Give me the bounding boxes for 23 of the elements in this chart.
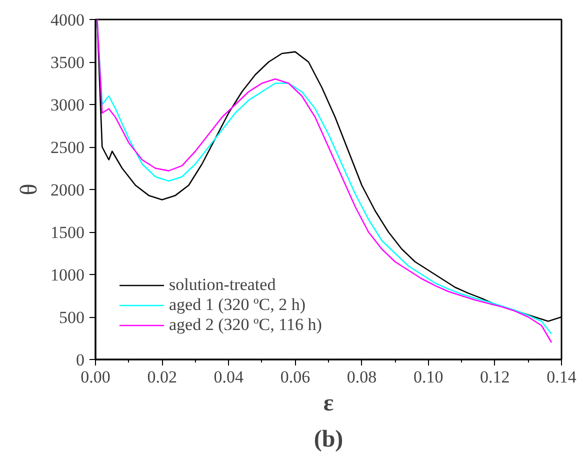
x-tick-label: 0.02: [147, 368, 177, 386]
x-tick-label: 0.04: [214, 368, 244, 386]
y-tick-label: 500: [59, 308, 84, 327]
y-tick-label: 2500: [50, 138, 84, 157]
y-tick-label: 3500: [50, 53, 84, 72]
y-axis-title: θ: [16, 184, 42, 196]
x-tick-label: 0.00: [80, 368, 110, 386]
y-tick-label: 1500: [50, 223, 84, 242]
y-tick-label: 0: [76, 350, 84, 370]
x-tick-label: 0.14: [546, 368, 577, 386]
legend-label: aged 1 (320 ºC, 2 h): [169, 295, 306, 315]
x-tick-label: 0.12: [480, 368, 510, 386]
y-tick-label: 4000: [50, 10, 84, 30]
legend-label: aged 2 (320 ºC, 116 h): [169, 315, 322, 335]
y-tick-label: 3000: [50, 96, 84, 114]
y-tick-label: 1000: [50, 266, 84, 284]
legend-label: solution-treated: [169, 275, 276, 295]
y-tick-label: 2000: [50, 180, 84, 200]
x-tick-label: 0.10: [413, 368, 444, 386]
text: (b): [314, 426, 344, 452]
x-axis-title: ε: [323, 390, 334, 416]
x-tick-label: 0.06: [280, 368, 310, 386]
x-tick-label: 0.08: [346, 368, 377, 386]
